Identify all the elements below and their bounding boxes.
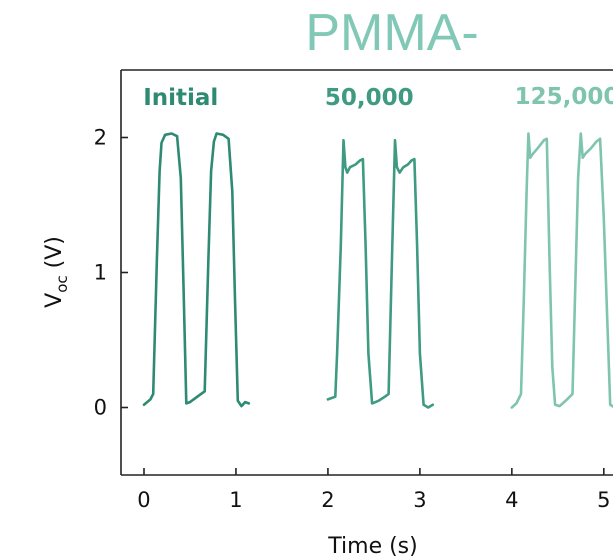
y-tick-label: 0	[94, 396, 107, 420]
x-axis-ticks: 0 1 2 3 4 5	[137, 468, 610, 512]
y-tick-label: 1	[94, 261, 107, 285]
x-tick-label: 3	[413, 488, 426, 512]
x-tick-label: 0	[137, 488, 150, 512]
y-axis-label-suffix: (V)	[42, 236, 67, 275]
series-annotation-label: Initial	[143, 85, 218, 111]
annotation-layer: Initial 50,000 125,000	[143, 84, 613, 111]
series-annotation-label: 125,000	[515, 84, 613, 110]
series-line-50-000	[326, 138, 435, 409]
y-axis-label-base: V	[42, 293, 67, 308]
y-axis-ticks: 0 1 2	[94, 126, 128, 420]
x-tick-label: 1	[229, 488, 242, 512]
x-tick-label: 4	[505, 488, 518, 512]
y-tick-label: 2	[94, 126, 107, 150]
x-axis-label: Time (s)	[327, 534, 417, 559]
series-line-125-000	[510, 132, 613, 409]
x-tick-label: 5	[597, 488, 610, 512]
series-line-initial	[142, 132, 251, 408]
series-layer	[142, 132, 613, 409]
x-tick-label: 2	[321, 488, 334, 512]
series-annotation-label: 50,000	[325, 85, 414, 111]
y-axis-label: Voc (V)	[42, 236, 71, 308]
chart-title: PMMA-	[305, 4, 478, 62]
y-axis-label-subscript: oc	[53, 275, 71, 292]
